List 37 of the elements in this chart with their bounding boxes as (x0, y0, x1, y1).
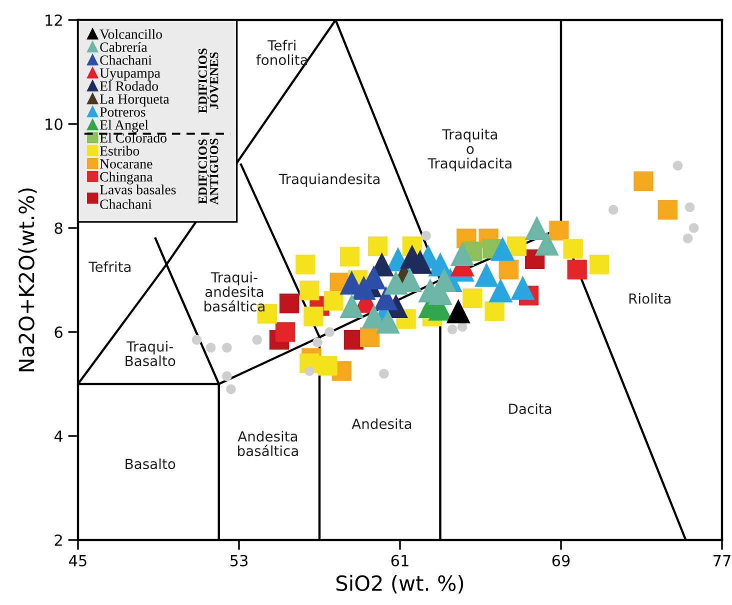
annotation: Traqui- Basalto (126, 340, 176, 366)
legend-label: Lavas basales Chachani (100, 184, 176, 209)
y-tick-label: 2 (54, 534, 62, 546)
y-tick-label: 12 (46, 14, 62, 26)
legend-label: Nocarane (100, 159, 152, 169)
annotation: Tefrita (88, 261, 130, 272)
legend-label: Volcancillo (100, 29, 162, 39)
legend-label: Uyupampa (100, 68, 160, 81)
legend-label: Chingana (100, 172, 153, 184)
annotation: EDIFICIOS ANTÍGUOS (198, 138, 218, 205)
annotation: Tefri fonolita (256, 40, 308, 66)
x-tick-label: 53 (230, 554, 248, 566)
x-axis-title: SiO2 (wt. %) (336, 574, 464, 594)
annotation: Basalto (126, 458, 176, 470)
legend-label: Chachani (100, 55, 152, 65)
annotation: Dacita (509, 403, 552, 414)
annotation: Traquiandesita (278, 173, 380, 187)
legend-label: Estribo (100, 146, 140, 156)
annotation: Traquita o Traquidacita (428, 128, 512, 172)
y-tick-label: 6 (54, 326, 62, 338)
legend-label: Cabrería (100, 42, 148, 52)
legend-label: El Rodado (100, 80, 158, 91)
annotation: Riolita (629, 293, 670, 304)
legend-label: El Angel (100, 120, 148, 132)
legend-label: Potreros (100, 107, 146, 117)
x-tick-label: 69 (552, 554, 570, 566)
y-tick-label: 10 (46, 118, 62, 130)
y-axis-title: Na2O+K2O(wt.%) (18, 188, 37, 372)
y-tick-label: 4 (54, 430, 63, 442)
y-tick-label: 8 (54, 222, 62, 234)
annotation: Andesita basáltica (238, 430, 298, 456)
legend-label: La Horqueta (100, 94, 170, 107)
x-tick-label: 77 (714, 555, 730, 566)
annotation: Andesita (352, 418, 412, 430)
annotation: EDIFICIOS JÓVENES (198, 48, 218, 114)
x-tick-label: 45 (69, 555, 86, 566)
x-tick-label: 61 (391, 554, 408, 566)
